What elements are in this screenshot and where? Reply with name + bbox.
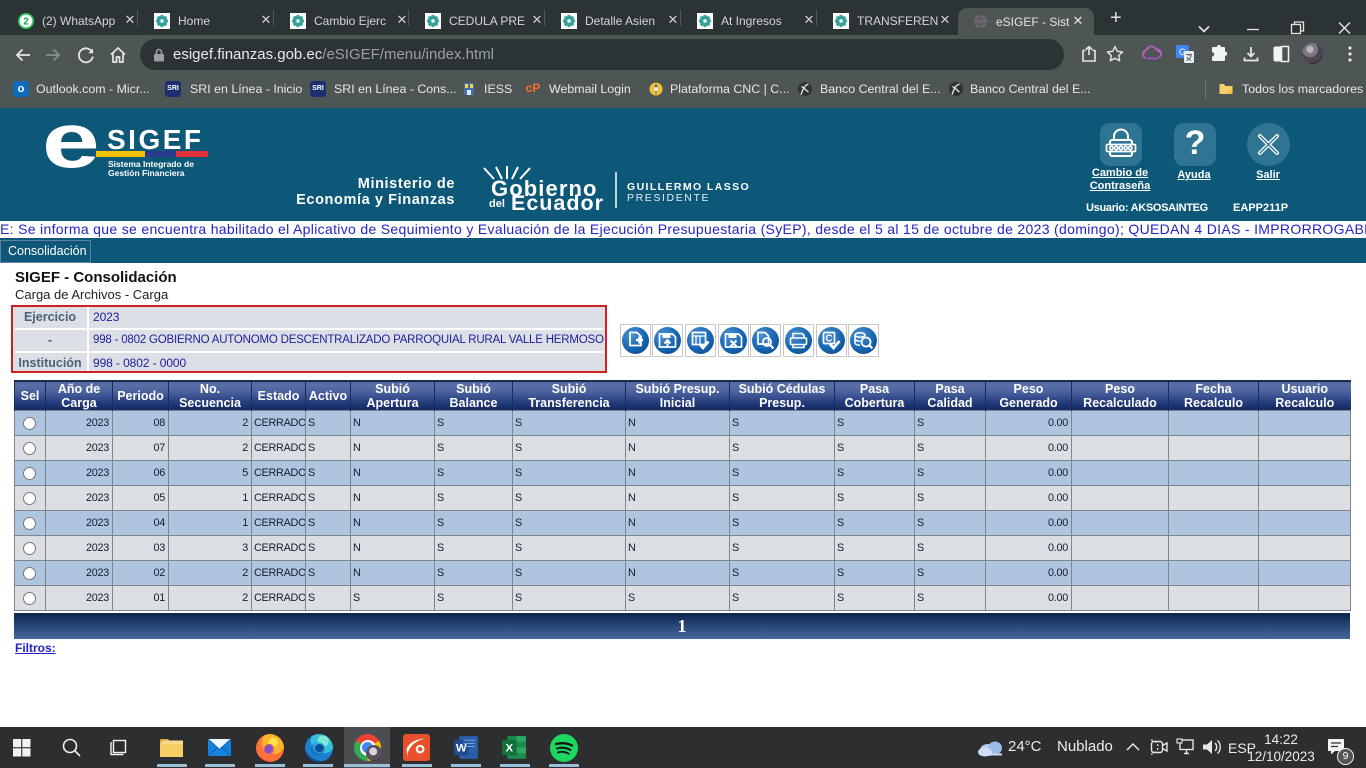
svg-text:C: C (825, 334, 832, 345)
svg-text:2: 2 (23, 17, 29, 28)
svg-text:W: W (456, 743, 467, 755)
svg-text:X: X (506, 743, 514, 755)
svg-text:G: G (1179, 47, 1186, 57)
